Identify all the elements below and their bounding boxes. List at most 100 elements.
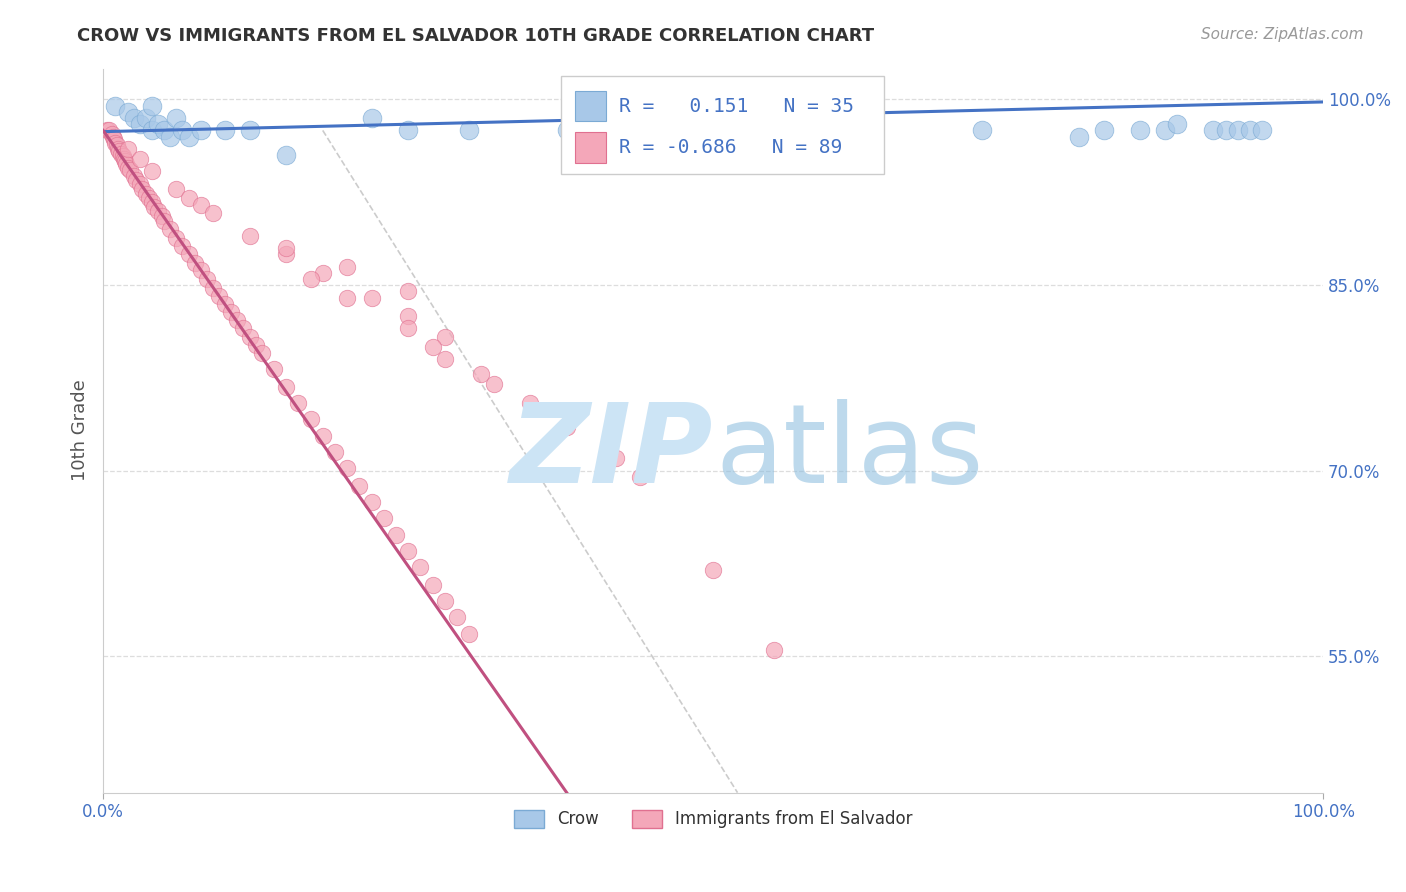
Point xyxy=(299,412,322,426)
Point xyxy=(1069,129,1091,144)
Point xyxy=(1166,117,1188,131)
Bar xyxy=(575,132,606,162)
Point xyxy=(349,478,371,492)
Point xyxy=(1092,123,1115,137)
Point xyxy=(103,132,125,146)
Point xyxy=(1226,123,1249,137)
Point xyxy=(458,627,481,641)
Point xyxy=(105,138,128,153)
Point xyxy=(135,186,157,201)
Point xyxy=(555,420,578,434)
Point xyxy=(153,123,176,137)
Point xyxy=(104,136,127,150)
Point xyxy=(165,111,187,125)
Point xyxy=(146,117,169,131)
Point xyxy=(117,104,139,119)
Point xyxy=(159,222,181,236)
Point xyxy=(422,577,444,591)
Point xyxy=(312,266,335,280)
Point xyxy=(172,238,194,252)
Point xyxy=(238,228,260,243)
Text: R =   0.151   N = 35: R = 0.151 N = 35 xyxy=(619,96,855,116)
Point xyxy=(135,111,157,125)
Point xyxy=(250,346,273,360)
Point xyxy=(141,123,163,137)
Point xyxy=(336,260,359,274)
Point xyxy=(763,643,786,657)
Y-axis label: 10th Grade: 10th Grade xyxy=(72,380,89,482)
Point xyxy=(128,152,150,166)
Point xyxy=(110,147,132,161)
Point xyxy=(276,148,298,162)
Text: CROW VS IMMIGRANTS FROM EL SALVADOR 10TH GRADE CORRELATION CHART: CROW VS IMMIGRANTS FROM EL SALVADOR 10TH… xyxy=(77,27,875,45)
Point xyxy=(409,560,432,574)
Text: Source: ZipAtlas.com: Source: ZipAtlas.com xyxy=(1201,27,1364,42)
FancyBboxPatch shape xyxy=(561,76,884,174)
Point xyxy=(396,285,419,299)
Point xyxy=(433,330,456,344)
Text: atlas: atlas xyxy=(716,399,984,506)
Point xyxy=(245,337,267,351)
Point xyxy=(165,181,187,195)
Point xyxy=(323,445,346,459)
Point xyxy=(616,123,638,137)
Point xyxy=(219,305,242,319)
Point xyxy=(238,123,260,137)
Point xyxy=(276,247,298,261)
Point xyxy=(422,340,444,354)
Point xyxy=(336,291,359,305)
Point xyxy=(396,309,419,323)
Point xyxy=(117,161,139,175)
Text: R = -0.686   N = 89: R = -0.686 N = 89 xyxy=(619,138,842,157)
Point xyxy=(125,173,148,187)
Point xyxy=(150,209,173,223)
Point xyxy=(190,197,212,211)
Point xyxy=(970,123,993,137)
Point xyxy=(396,321,419,335)
Point xyxy=(111,149,134,163)
Point xyxy=(433,352,456,367)
Point xyxy=(446,610,468,624)
Point xyxy=(128,177,150,191)
Point xyxy=(263,362,285,376)
Point xyxy=(107,142,129,156)
Point xyxy=(165,231,187,245)
Point xyxy=(122,111,145,125)
Point xyxy=(555,123,578,137)
Point xyxy=(360,111,382,125)
Point xyxy=(1153,123,1175,137)
Point xyxy=(118,163,141,178)
Point xyxy=(131,181,153,195)
Point xyxy=(226,313,249,327)
Point xyxy=(396,544,419,558)
Point xyxy=(100,127,122,141)
Point xyxy=(108,145,131,159)
Point xyxy=(183,256,205,270)
Point xyxy=(153,214,176,228)
Point xyxy=(143,200,166,214)
Point xyxy=(141,195,163,210)
Point xyxy=(1215,123,1237,137)
Point xyxy=(190,123,212,137)
Point xyxy=(177,192,200,206)
Point xyxy=(1129,123,1152,137)
Point xyxy=(470,368,492,382)
Point xyxy=(201,280,224,294)
Point xyxy=(287,395,309,409)
Point xyxy=(433,594,456,608)
Point xyxy=(96,123,118,137)
Point xyxy=(702,563,724,577)
Point xyxy=(628,470,651,484)
Point xyxy=(146,203,169,218)
Point xyxy=(159,129,181,144)
Point xyxy=(208,289,231,303)
Point xyxy=(177,247,200,261)
Point xyxy=(138,192,160,206)
Point xyxy=(628,123,651,137)
Point xyxy=(605,451,627,466)
Point xyxy=(141,164,163,178)
Point xyxy=(360,291,382,305)
Point xyxy=(312,429,335,443)
Point xyxy=(112,152,135,166)
Point xyxy=(114,154,136,169)
